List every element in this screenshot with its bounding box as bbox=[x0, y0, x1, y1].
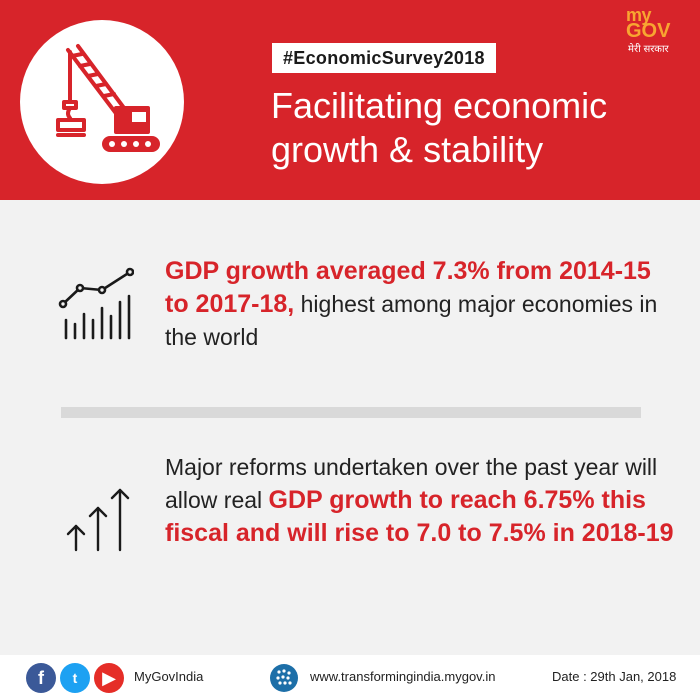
logo-gov: GOV bbox=[626, 20, 671, 42]
line-bar-chart-icon bbox=[58, 267, 134, 340]
point-2-text: Major reforms undertaken over the past y… bbox=[165, 454, 658, 513]
point-gdp-average: GDP growth averaged 7.3% from 2014-15 to… bbox=[165, 255, 665, 354]
date-label: Date : 29th Jan, 2018 bbox=[552, 669, 677, 684]
social-handle: MyGovIndia bbox=[134, 669, 204, 684]
mygov-logo: my GOV मेरी सरकार bbox=[626, 6, 692, 56]
logo-my: my bbox=[626, 5, 652, 25]
twitter-icon[interactable]: t bbox=[60, 663, 90, 693]
facebook-icon[interactable]: f bbox=[26, 663, 56, 693]
globe-icon bbox=[270, 664, 298, 692]
page-title: Facilitating economic growth & stability bbox=[271, 85, 608, 170]
point-1-highlight: GDP growth averaged 7.3% from 2014-15 to… bbox=[165, 257, 651, 318]
point-2-highlight: GDP growth to reach 6.75% this fiscal an… bbox=[165, 486, 674, 547]
point-1-text: highest among major economies in the wor… bbox=[165, 291, 658, 350]
crane-icon bbox=[56, 44, 160, 152]
crane-icon-circle bbox=[20, 20, 184, 184]
divider bbox=[61, 407, 641, 418]
website-link[interactable]: www.transformingindia.mygov.in bbox=[310, 669, 496, 684]
upward-arrows-icon bbox=[66, 488, 130, 552]
logo-subtitle: मेरी सरकार bbox=[628, 44, 669, 55]
youtube-icon[interactable]: ▶ bbox=[94, 663, 124, 693]
point-gdp-forecast: Major reforms undertaken over the past y… bbox=[165, 451, 675, 550]
hashtag-label: #EconomicSurvey2018 bbox=[272, 43, 496, 73]
